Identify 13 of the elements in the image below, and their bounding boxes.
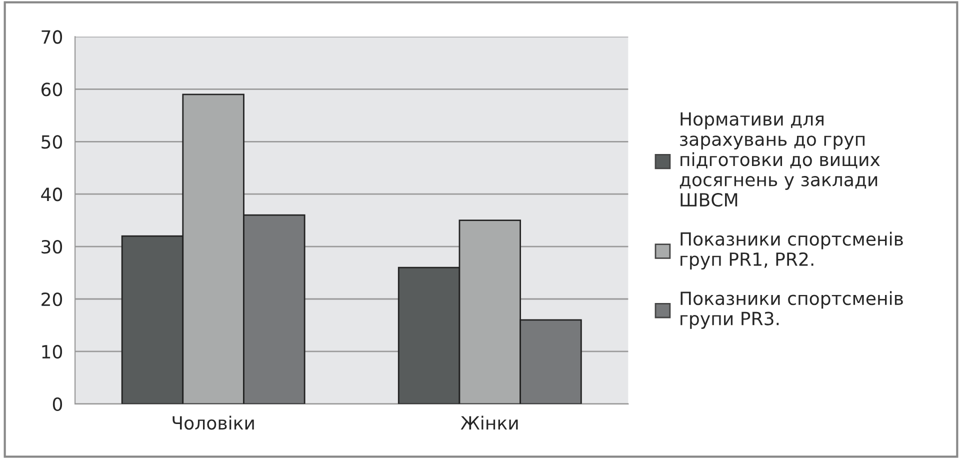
x-tick-label: Чоловіки bbox=[172, 416, 254, 430]
y-tick-label: 20 bbox=[42, 292, 62, 306]
y-tick-label: 10 bbox=[42, 344, 62, 359]
x-tick-label: Жінки bbox=[460, 416, 518, 430]
legend-label: Показники спортсменів групи PR3. bbox=[680, 291, 903, 329]
y-tick-label: 60 bbox=[42, 82, 62, 96]
y-tick-label: 30 bbox=[42, 240, 62, 254]
legend-label: Показники спортсменів груп PR1, PR2. bbox=[680, 232, 903, 270]
y-tick-label: 50 bbox=[42, 135, 62, 149]
y-tick-label: 0 bbox=[52, 397, 62, 412]
y-tick-label: 70 bbox=[42, 30, 62, 44]
y-tick-label: 40 bbox=[41, 188, 62, 202]
legend-label: Нормативи для зарахувань до груп підготовки до вищих досягнень у заклади ШВСМ bbox=[680, 112, 880, 207]
